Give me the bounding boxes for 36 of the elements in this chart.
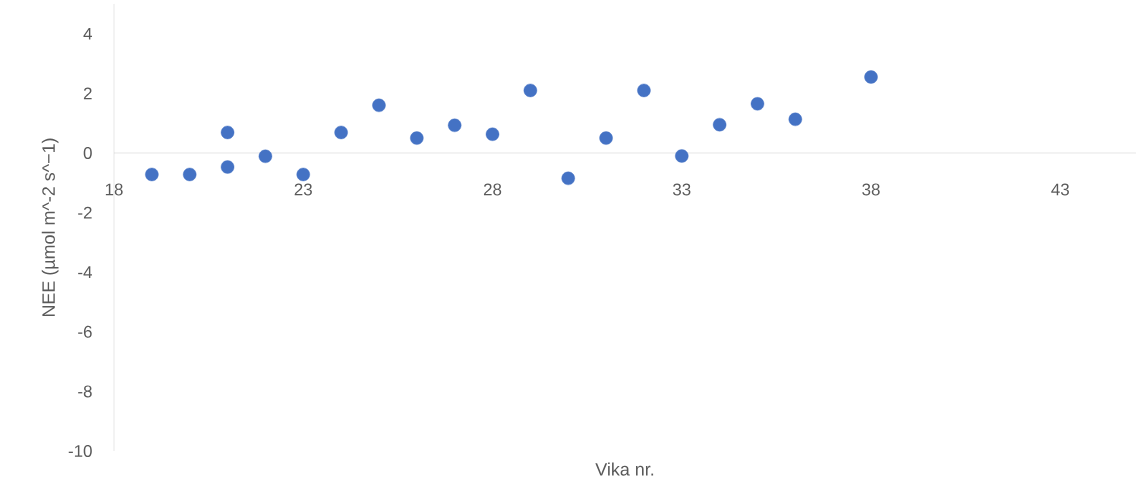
point	[864, 70, 878, 84]
y-tick-label: -8	[78, 385, 92, 398]
point	[712, 117, 727, 132]
y-tick-label: 0	[83, 147, 92, 159]
point	[637, 83, 651, 98]
point	[183, 167, 197, 182]
y-tick-label: -2	[78, 206, 92, 219]
point	[410, 131, 424, 145]
y-tick-label: -10	[68, 445, 92, 457]
point	[788, 112, 803, 127]
y-tick-label: 2	[83, 87, 92, 100]
point	[145, 167, 159, 182]
x-tick-label: 23	[294, 183, 312, 196]
point	[561, 171, 575, 186]
x-tick-label: 38	[862, 183, 880, 196]
x-tick-label: 43	[1051, 183, 1069, 196]
y-tick-label: -4	[78, 266, 92, 279]
x-tick-label: 28	[483, 183, 502, 196]
point	[258, 149, 273, 163]
y-tick-label: -6	[78, 325, 92, 338]
point	[485, 127, 500, 141]
point	[220, 125, 235, 140]
x-tick-label: 18	[105, 183, 123, 196]
point	[599, 131, 613, 145]
point	[523, 83, 538, 98]
point	[750, 97, 765, 111]
point	[447, 118, 462, 132]
point	[372, 98, 386, 113]
x-tick-label: 33	[672, 183, 691, 196]
point	[334, 125, 348, 140]
x-axis-title: Vika nr.	[595, 462, 654, 476]
point	[675, 149, 689, 163]
y-axis-title: NEE (µmol m^-2 s^−1)	[41, 138, 59, 317]
y-tick-label: 4	[83, 27, 92, 40]
point	[296, 167, 310, 182]
point	[220, 160, 235, 174]
